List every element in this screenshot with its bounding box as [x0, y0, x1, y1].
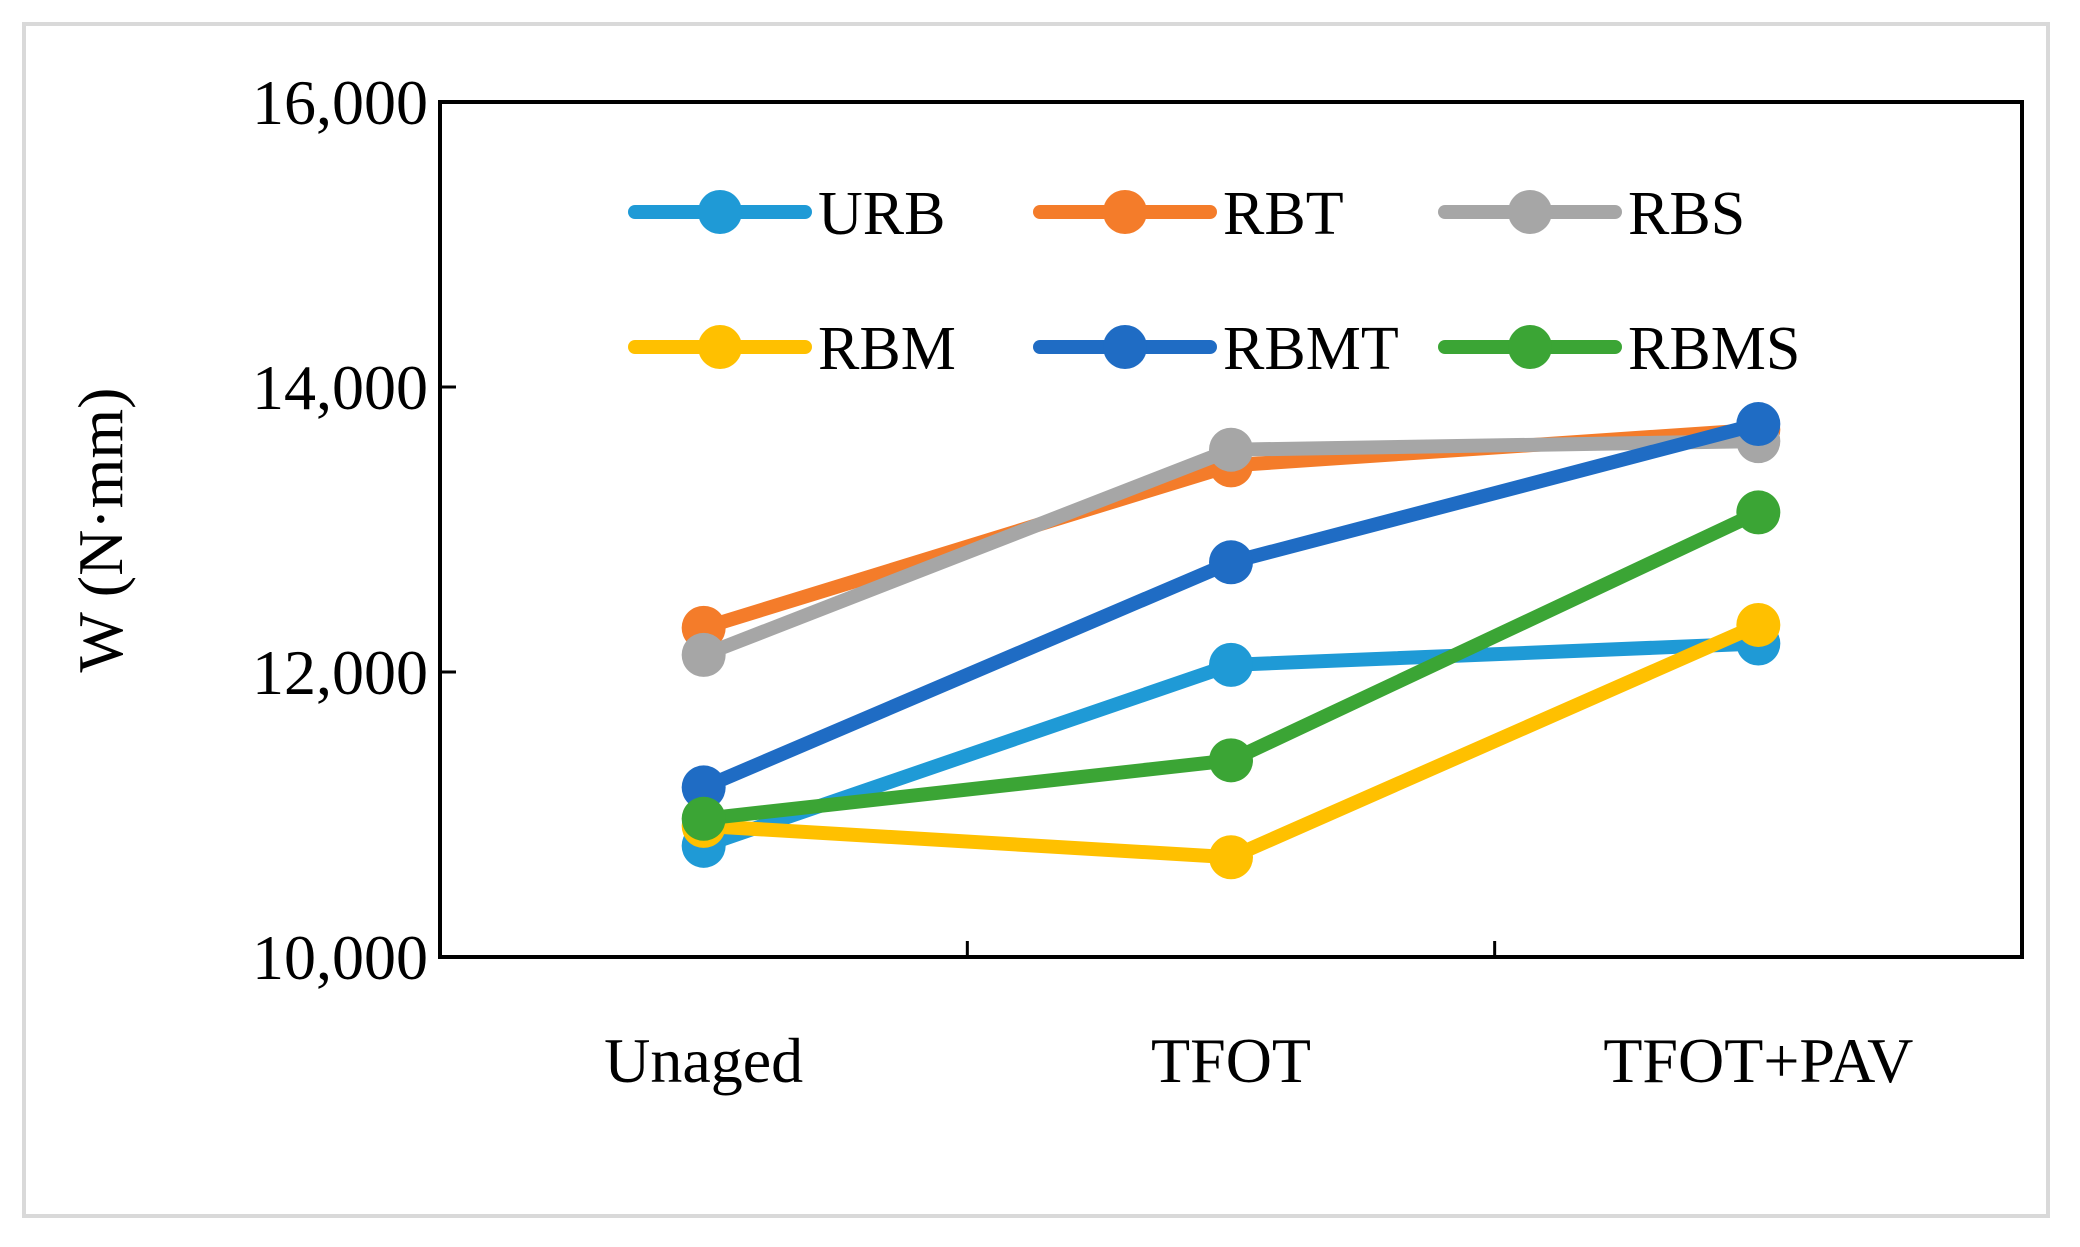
legend-label: RBMS: [1628, 315, 1800, 383]
data-point: [1736, 490, 1781, 535]
y-tick-label: 14,000: [252, 352, 428, 423]
x-tick-label: TFOT+PAV: [1603, 1025, 1913, 1096]
x-axis: Unaged TFOT TFOT+PAV: [604, 941, 1913, 1096]
legend-swatch-marker: [1508, 325, 1552, 369]
legend-item-urb: URB: [628, 180, 945, 248]
series-rbs: [681, 419, 1781, 677]
y-tick-label: 16,000: [252, 67, 428, 138]
x-tick-label: TFOT: [1151, 1025, 1311, 1096]
y-tick-label: 12,000: [252, 637, 428, 708]
data-point: [1736, 602, 1781, 647]
legend-swatch-marker: [1103, 190, 1147, 234]
legend-item-rbt: RBT: [1033, 180, 1344, 248]
legend-item-rbs: RBS: [1438, 180, 1745, 248]
legend-label: URB: [818, 180, 945, 248]
legend-item-rbms: RBMS: [1438, 315, 1800, 383]
legend-swatch-marker: [1508, 190, 1552, 234]
legend-label: RBMT: [1223, 315, 1399, 383]
data-point: [1209, 540, 1253, 585]
data-point: [1209, 642, 1253, 687]
legend-label: RBS: [1628, 180, 1745, 248]
y-axis-title: W (N·mm): [65, 388, 136, 673]
series-rbmt: [681, 402, 1781, 810]
legend-label: RBT: [1223, 180, 1344, 248]
data-point: [681, 765, 726, 810]
legend-swatch-marker: [698, 325, 742, 369]
data-point: [1736, 402, 1781, 447]
data-point: [681, 796, 726, 841]
legend-swatch-marker: [1103, 325, 1147, 369]
data-point: [1209, 835, 1253, 880]
legend-item-rbmt: RBMT: [1033, 315, 1399, 383]
legend-item-rbm: RBM: [628, 315, 956, 383]
legend-label: RBM: [818, 315, 956, 383]
data-point: [1209, 738, 1253, 783]
y-axis: 10,000 12,000 14,000 16,000: [252, 67, 456, 993]
series-rbms: [681, 490, 1781, 841]
y-tick-label: 10,000: [252, 922, 428, 993]
series-layer: [681, 402, 1781, 880]
legend-swatch-marker: [698, 190, 742, 234]
data-point: [681, 632, 726, 677]
data-point: [1209, 427, 1253, 472]
x-tick-label: Unaged: [604, 1025, 803, 1096]
legend: URB RBT RBS RBM RBMT RBMS: [628, 180, 1800, 383]
